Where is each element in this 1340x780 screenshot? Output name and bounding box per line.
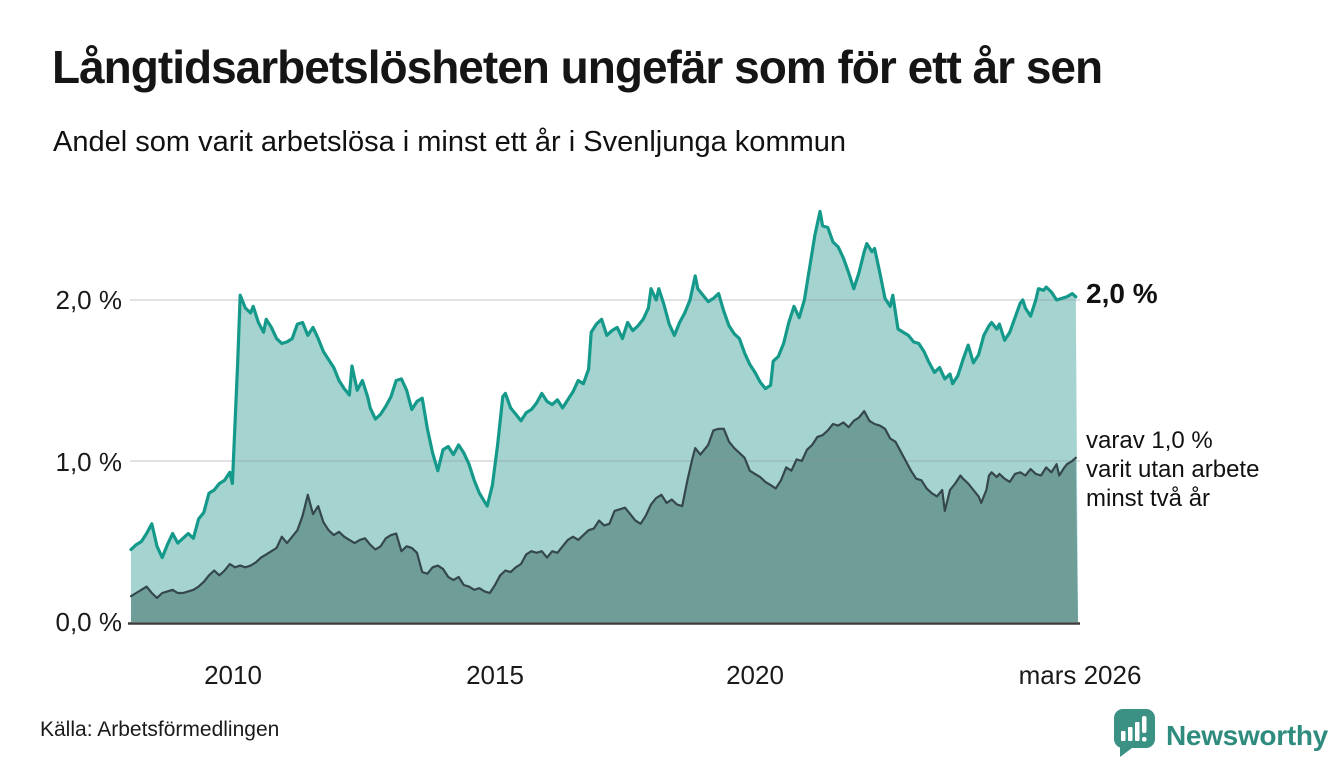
x-tick-2020: 2020 [726, 660, 784, 690]
x-tick-2015: 2015 [466, 660, 524, 690]
newsworthy-wordmark: Newsworthy [1166, 719, 1328, 751]
source-note: Källa: Arbetsförmedlingen [40, 718, 280, 741]
x-tick-2010: 2010 [204, 660, 262, 690]
series2-annotation: varav 1,0 % varit utan arbete minst två … [1086, 426, 1259, 513]
page-subtitle: Andel som varit arbetslösa i minst ett å… [53, 126, 847, 158]
x-tick-mars-2026: mars 2026 [1018, 660, 1142, 690]
y-tick-0: 0,0 % [55, 607, 123, 637]
newsworthy-bubble-chart-icon [1112, 708, 1156, 763]
series2-annotation-line2: varit utan arbete [1086, 456, 1260, 483]
page-title: Långtidsarbetslösheten ungefär som för e… [52, 41, 1103, 93]
y-tick-1: 1,0 % [55, 447, 123, 477]
newsworthy-logo: Newsworthy [1112, 708, 1328, 763]
y-tick-2: 2,0 % [55, 285, 123, 315]
series2-annotation-line1: varav 1,0 % [1086, 427, 1213, 454]
latest-value-label: 2,0 % [1086, 278, 1158, 309]
series2-annotation-line3: minst två år [1086, 485, 1211, 512]
